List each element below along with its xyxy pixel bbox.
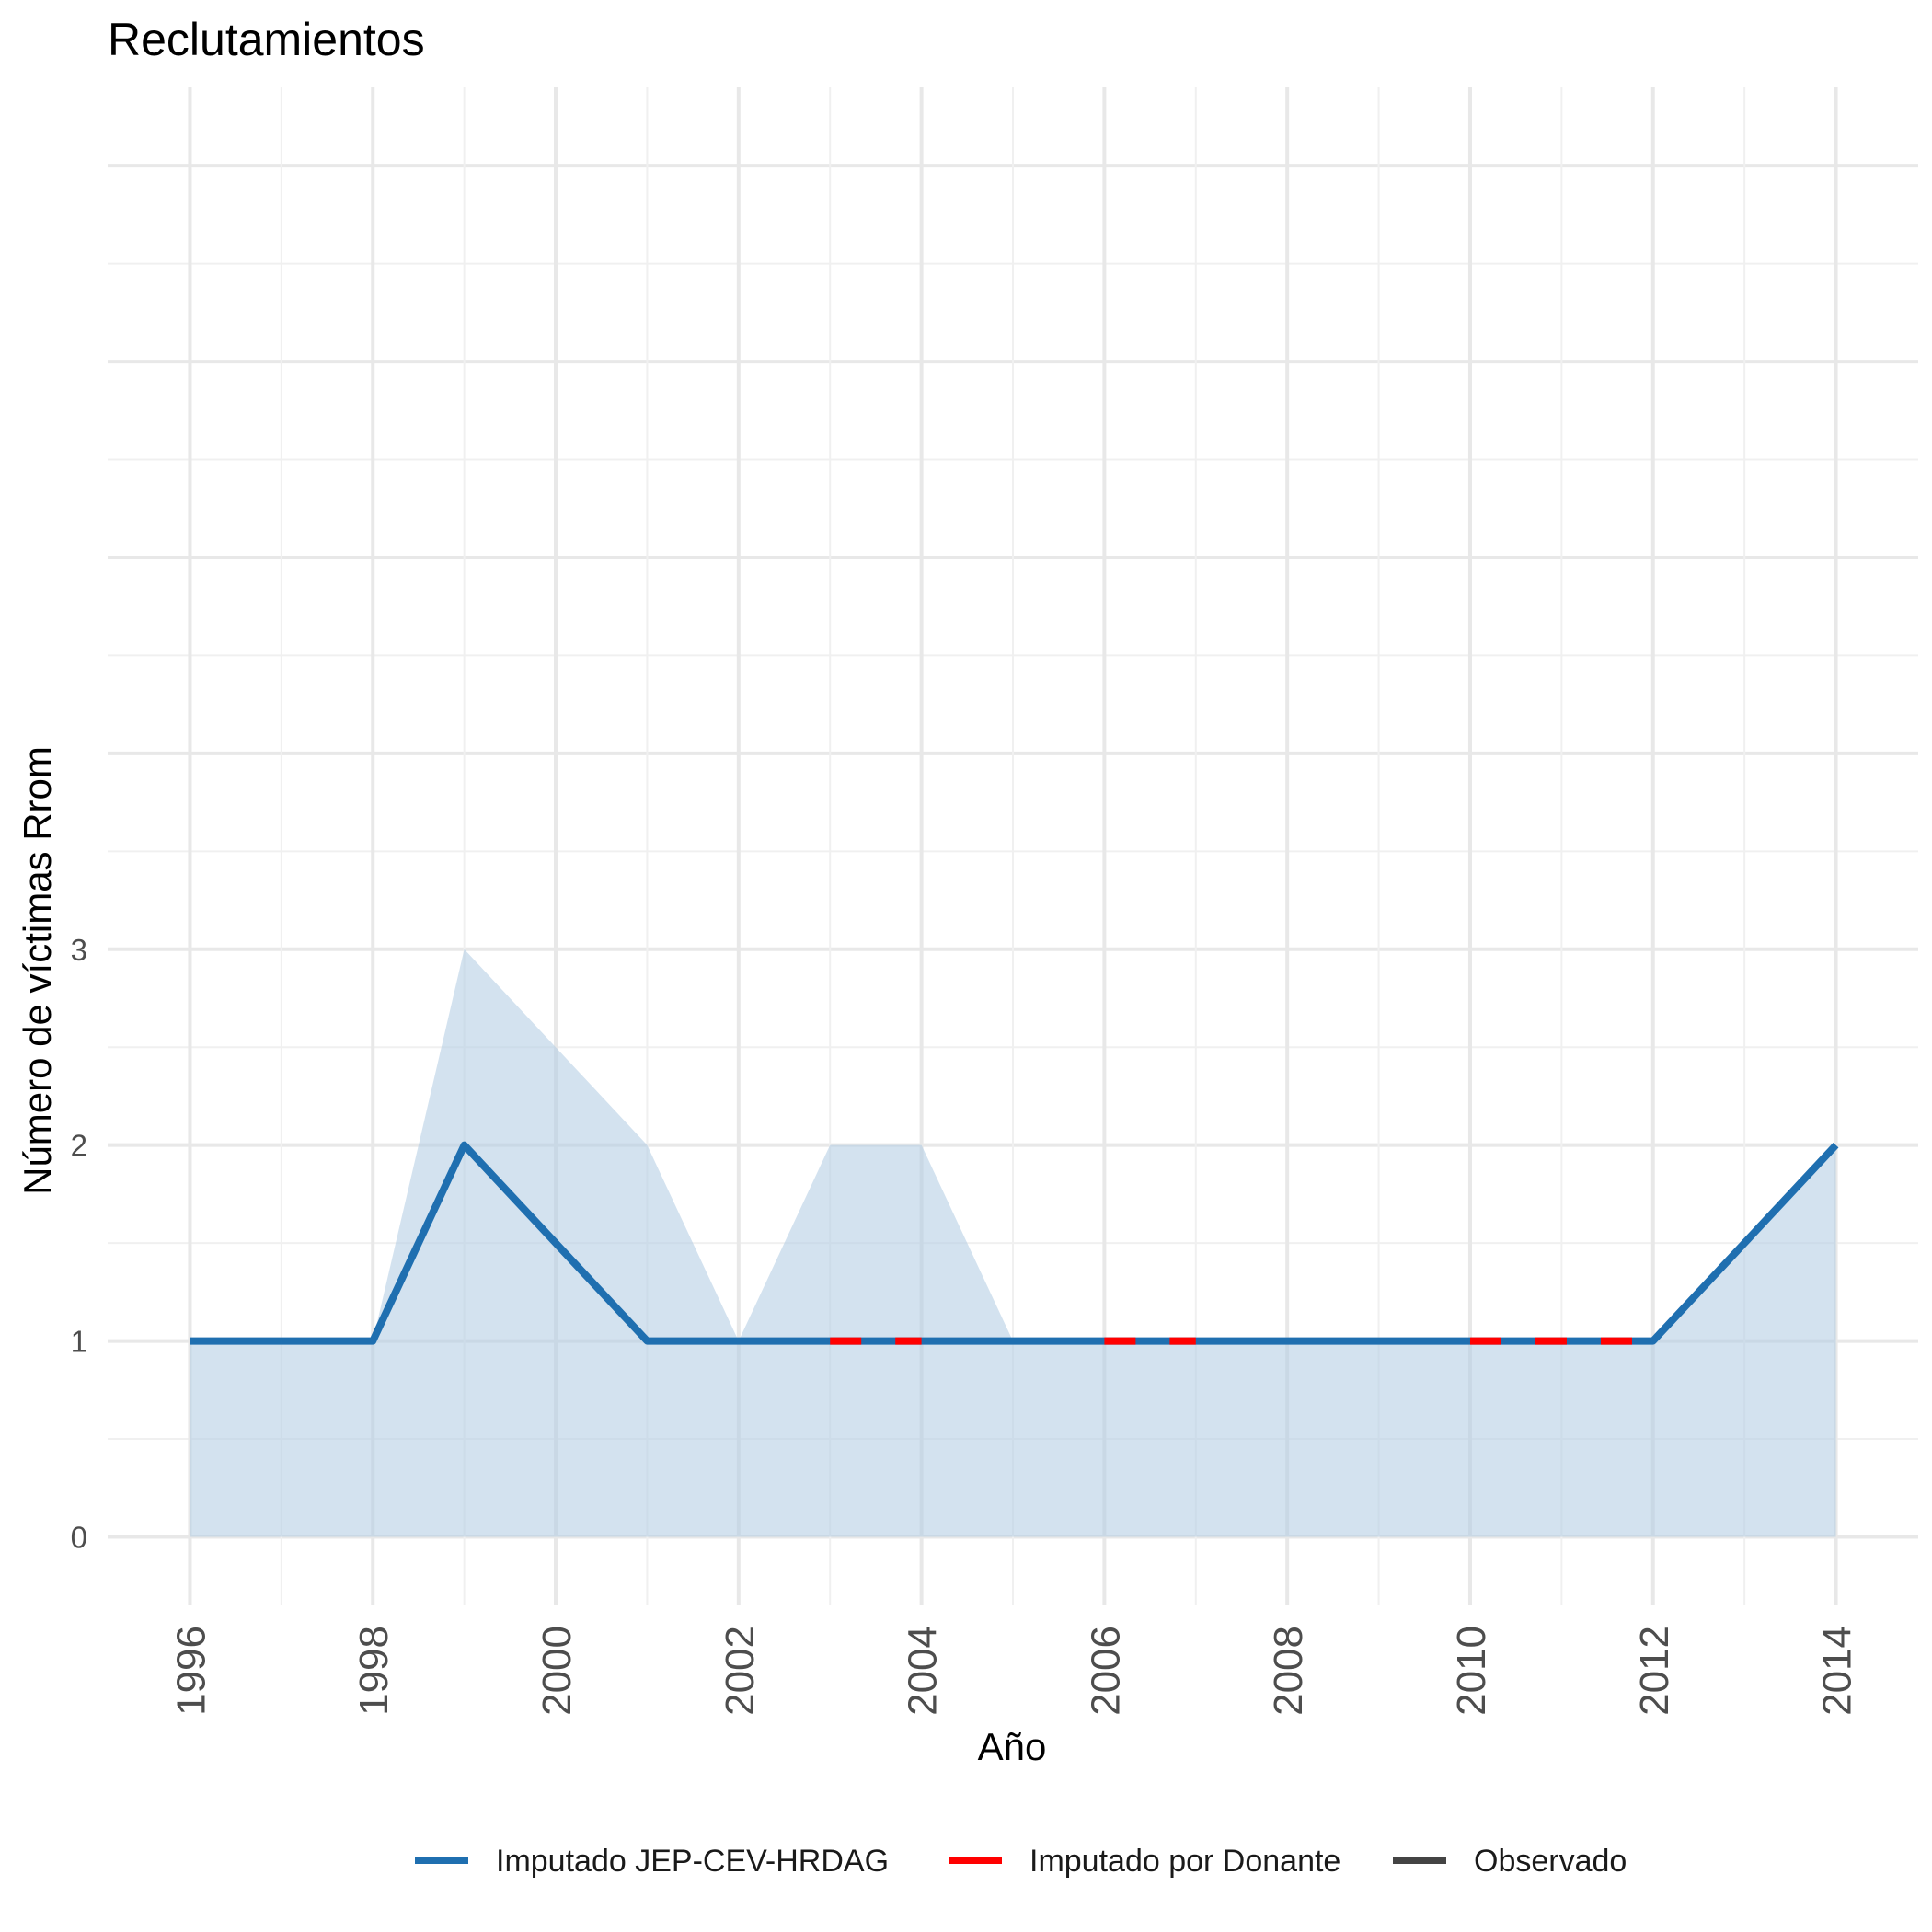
y-axis-title: Número de víctimas Rrom xyxy=(16,746,59,1195)
x-axis-title: Año xyxy=(978,1725,1047,1768)
legend-label-2: Imputado por Donante xyxy=(1029,1844,1340,1879)
legend-label-3: Observado xyxy=(1474,1844,1627,1879)
x-tick-label: 2006 xyxy=(1083,1626,1128,1716)
x-axis-ticks: 1996 1998 2000 2002 2004 2006 2008 2010 2012 2014 xyxy=(168,1626,1859,1716)
x-tick-label: 1998 xyxy=(351,1626,397,1716)
x-tick-label: 2000 xyxy=(535,1626,580,1716)
x-tick-label: 2012 xyxy=(1632,1626,1677,1716)
x-tick-label: 2008 xyxy=(1266,1626,1311,1716)
confidence-band-area xyxy=(190,949,1836,1537)
y-tick-label: 3 xyxy=(71,933,87,967)
legend-label-1: Imputado JEP-CEV-HRDAG xyxy=(496,1844,889,1879)
x-tick-label: 1996 xyxy=(168,1626,213,1716)
legend: Imputado JEP-CEV-HRDAG Imputado por Donan… xyxy=(415,1844,1627,1879)
y-tick-label: 2 xyxy=(71,1129,87,1163)
x-tick-label: 2014 xyxy=(1815,1626,1860,1716)
y-tick-label: 1 xyxy=(71,1325,87,1359)
series-lines xyxy=(190,1141,1839,1345)
x-tick-label: 2002 xyxy=(718,1626,763,1716)
y-tick-label: 0 xyxy=(71,1520,87,1554)
confidence-band xyxy=(190,949,1836,1537)
x-tick-label: 2004 xyxy=(901,1626,946,1716)
y-axis-ticks: 0 1 2 3 xyxy=(71,933,87,1555)
x-tick-label: 2010 xyxy=(1449,1626,1494,1716)
chart-title: Reclutamientos xyxy=(108,14,425,65)
